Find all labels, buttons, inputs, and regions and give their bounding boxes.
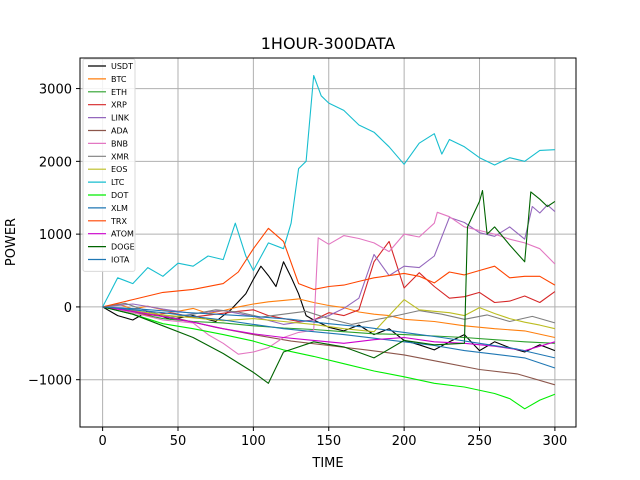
series-line-xrp (102, 240, 556, 323)
series-layer (102, 74, 556, 410)
legend-entry: ETH (111, 88, 127, 97)
plot-frame (79, 57, 577, 428)
legend-entry: LTC (111, 178, 125, 187)
legend: USDT BTC ETH XRP LINK ADA BNB XMR EOS LTC DOT XLM TR… (82, 58, 136, 272)
x-tick-label: 150 (316, 434, 341, 449)
series-line-btc (102, 298, 556, 339)
series-line-dot (102, 306, 556, 410)
legend-entry: BNB (111, 139, 128, 148)
legend-entry: ATOM (111, 230, 134, 239)
legend-entry: XLM (111, 204, 128, 213)
y-tick-label: 1000 (39, 228, 72, 243)
chart-title: 1HOUR-300DATA (261, 34, 396, 53)
y-axis: −1000 0 1000 2000 3000 (28, 83, 80, 389)
series-line-eth (102, 306, 555, 344)
series-line-ltc (102, 74, 555, 308)
x-axis: 0 50 100 150 200 250 300 (98, 427, 567, 449)
x-tick-label: 50 (170, 434, 187, 449)
series-line-xlm (102, 306, 556, 369)
x-tick-label: 250 (467, 434, 492, 449)
y-tick-label: 0 (64, 301, 72, 316)
legend-entry: DOGE (111, 243, 135, 252)
legend-entry: BTC (111, 75, 127, 84)
y-tick-label: 2000 (39, 155, 72, 170)
legend-entry: IOTA (111, 256, 130, 265)
legend-frame (82, 58, 136, 272)
series-line-iota (102, 306, 556, 359)
series-line-eos (102, 299, 556, 333)
series-line-atom (102, 306, 556, 352)
legend-entry: LINK (111, 114, 130, 123)
legend-entry: EOS (111, 165, 127, 174)
series-line-trx (102, 227, 556, 308)
y-tick-label: −1000 (28, 374, 72, 389)
legend-entry: DOT (111, 191, 128, 200)
series-line-ada (102, 306, 556, 386)
x-tick-label: 100 (241, 434, 266, 449)
x-tick-label: 0 (98, 434, 106, 449)
legend-entry: USDT (111, 62, 133, 71)
y-tick-label: 3000 (39, 83, 72, 98)
legend-entry: ADA (111, 127, 128, 136)
x-axis-label: TIME (311, 456, 343, 471)
x-tick-label: 300 (542, 434, 567, 449)
series-line-doge (102, 189, 556, 384)
legend-entry: XRP (111, 101, 127, 110)
y-axis-label: POWER (4, 218, 19, 266)
x-tick-label: 200 (392, 434, 417, 449)
series-line-bnb (102, 211, 556, 355)
legend-entry: XMR (111, 152, 129, 161)
legend-entry: TRX (110, 217, 127, 226)
